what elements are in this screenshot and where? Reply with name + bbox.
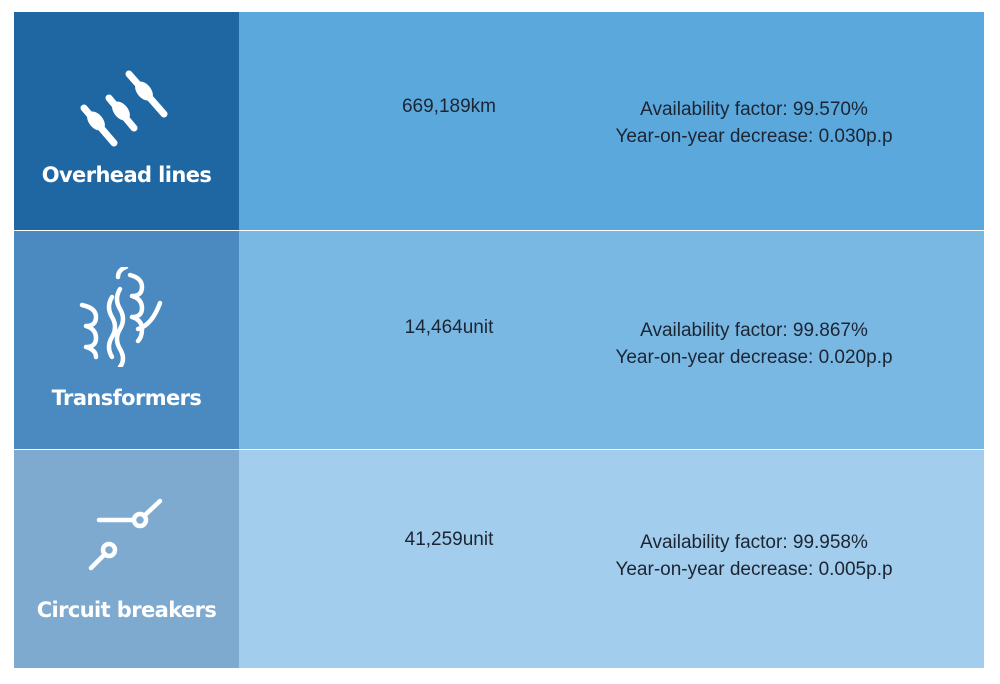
yoy-change: Year-on-year decrease: 0.030p.p	[615, 126, 893, 147]
quantity-value: 669,189km	[401, 96, 496, 117]
availability-factor: Availability factor: 99.570%	[640, 99, 868, 120]
circuit-breaker-icon	[88, 498, 163, 571]
availability-factor: Availability factor: 99.958%	[640, 532, 868, 553]
yoy-change: Year-on-year decrease: 0.005p.p	[615, 559, 893, 580]
category-label: Overhead lines	[41, 163, 212, 187]
values-cell: 41,259unit Availability factor: 99.958% …	[239, 450, 984, 668]
transformer-icon	[79, 267, 163, 367]
category-cell: Transformers	[14, 231, 239, 449]
availability-factor: Availability factor: 99.867%	[640, 320, 868, 341]
equipment-table: Overhead lines 669,189km Availability fa…	[14, 12, 984, 668]
table-row-transformers: Transformers 14,464unit Availability fac…	[14, 231, 984, 449]
values-cell: 14,464unit Availability factor: 99.867% …	[239, 231, 984, 449]
stats-text: Availability factor: 99.570% Year-on-yea…	[569, 96, 939, 150]
table-row-overhead-lines: Overhead lines 669,189km Availability fa…	[14, 12, 984, 230]
stats-text: Availability factor: 99.867% Year-on-yea…	[569, 317, 939, 371]
category-cell: Overhead lines	[14, 12, 239, 230]
category-cell: Circuit breakers	[14, 450, 239, 668]
category-label: Circuit breakers	[36, 598, 217, 622]
quantity-value: 14,464unit	[404, 317, 494, 338]
values-cell: 669,189km Availability factor: 99.570% Y…	[239, 12, 984, 230]
overhead-lines-icon	[80, 70, 168, 147]
quantity-value: 41,259unit	[404, 529, 494, 550]
category-label: Transformers	[51, 386, 202, 410]
table-row-circuit-breakers: Circuit breakers 41,259unit Availability…	[14, 450, 984, 668]
stats-text: Availability factor: 99.958% Year-on-yea…	[569, 529, 939, 583]
yoy-change: Year-on-year decrease: 0.020p.p	[615, 347, 893, 368]
